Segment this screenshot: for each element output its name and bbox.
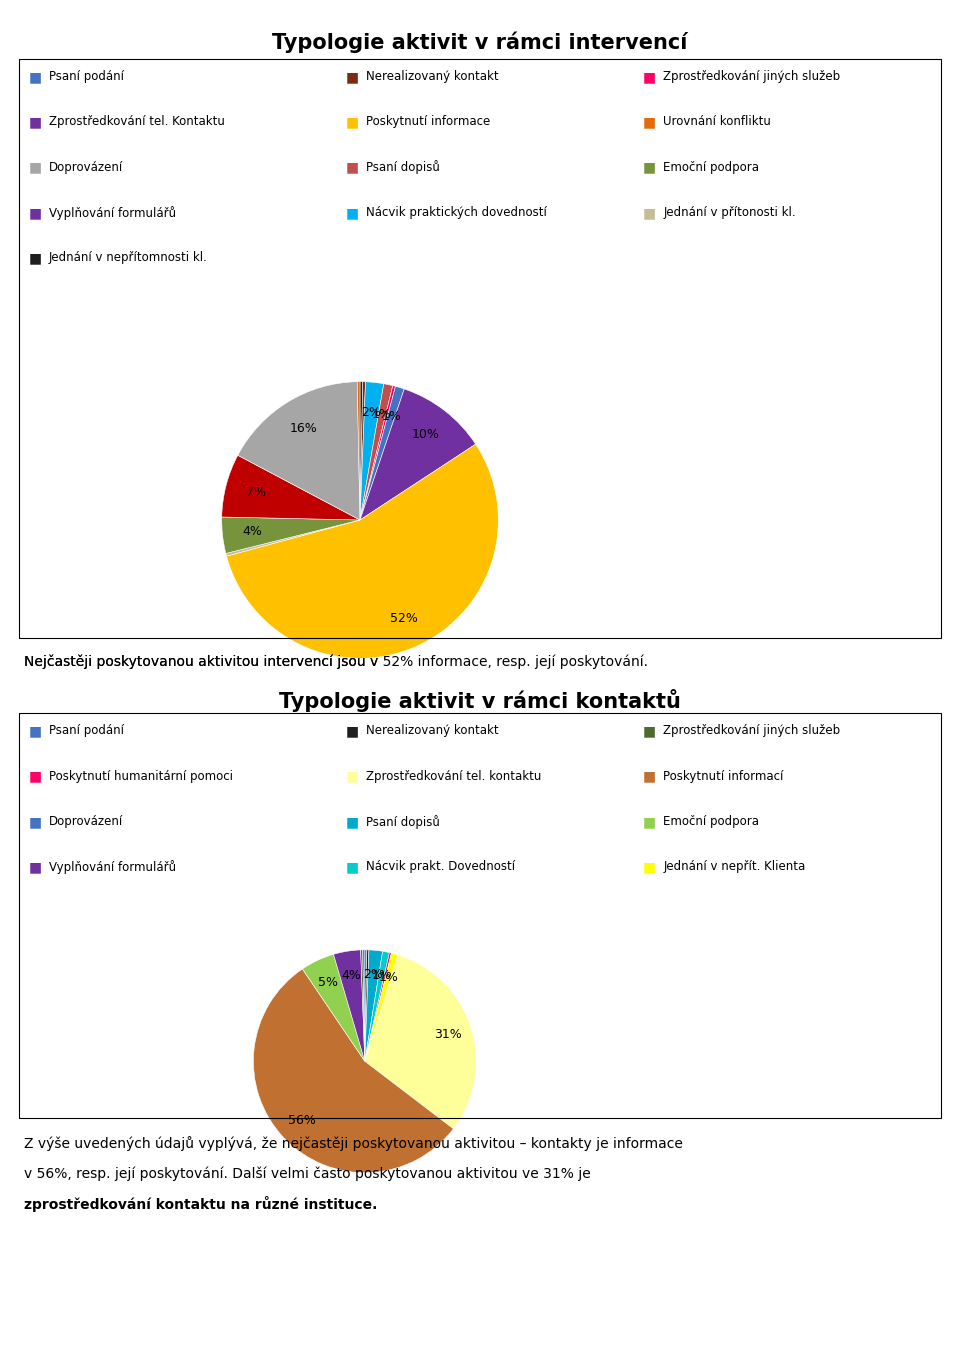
Text: Nejčastěji poskytovanou aktivitou intervencí jsou v 52% informace, resp. její po: Nejčastěji poskytovanou aktivitou interv… — [24, 654, 648, 670]
Text: Jednání v nepřít. Klienta: Jednání v nepřít. Klienta — [663, 860, 805, 873]
Text: ■: ■ — [643, 206, 657, 220]
Text: Nejčastěji poskytovanou aktivitou intervencí jsou v: Nejčastěji poskytovanou aktivitou interv… — [24, 654, 383, 670]
Wedge shape — [365, 949, 369, 1062]
Text: 16%: 16% — [290, 421, 318, 435]
Wedge shape — [333, 949, 365, 1062]
Text: ■: ■ — [346, 724, 359, 738]
Wedge shape — [360, 384, 393, 520]
Text: 10%: 10% — [412, 428, 440, 442]
Text: ■: ■ — [29, 251, 42, 265]
Text: ■: ■ — [643, 860, 657, 874]
Text: ■: ■ — [29, 115, 42, 129]
Text: ■: ■ — [346, 206, 359, 220]
Text: Emoční podpora: Emoční podpora — [663, 815, 759, 827]
Text: Zprostředkování jiných služeb: Zprostředkování jiných služeb — [663, 70, 841, 82]
Wedge shape — [360, 387, 404, 520]
Text: 1%: 1% — [378, 971, 398, 984]
Text: Poskytnutí informací: Poskytnutí informací — [663, 770, 783, 782]
Wedge shape — [253, 969, 453, 1173]
Wedge shape — [222, 517, 360, 553]
Wedge shape — [360, 390, 475, 520]
Text: ■: ■ — [346, 860, 359, 874]
Text: v 56%, resp. její poskytování. Další velmi často poskytovanou aktivitou ve 31% j: v 56%, resp. její poskytování. Další vel… — [24, 1166, 590, 1181]
Text: Jednání v přítonosti kl.: Jednání v přítonosti kl. — [663, 206, 796, 218]
Wedge shape — [360, 386, 396, 520]
Text: Urovnání konfliktu: Urovnání konfliktu — [663, 115, 771, 128]
Text: 1%: 1% — [381, 410, 401, 423]
Text: Psaní dopisů: Psaní dopisů — [366, 161, 440, 174]
Wedge shape — [227, 445, 498, 659]
Wedge shape — [365, 954, 398, 1062]
Wedge shape — [238, 381, 360, 520]
Text: Nácvik praktických dovedností: Nácvik praktických dovedností — [366, 206, 546, 218]
Text: ■: ■ — [29, 161, 42, 174]
Text: Emoční podpora: Emoční podpora — [663, 161, 759, 173]
Wedge shape — [363, 949, 365, 1062]
Text: Doprovázení: Doprovázení — [49, 161, 123, 173]
Wedge shape — [360, 381, 366, 520]
Wedge shape — [357, 381, 360, 520]
Text: Poskytnutí humanitární pomoci: Poskytnutí humanitární pomoci — [49, 770, 233, 782]
Wedge shape — [361, 949, 365, 1062]
Wedge shape — [365, 949, 383, 1062]
Text: Doprovázení: Doprovázení — [49, 815, 123, 827]
Text: Jednání v nepřítomnosti kl.: Jednání v nepřítomnosti kl. — [49, 251, 207, 263]
Text: Psaní dopisů: Psaní dopisů — [366, 815, 440, 829]
Text: Typologie aktivit v rámci kontaktů: Typologie aktivit v rámci kontaktů — [279, 689, 681, 712]
Text: 2%: 2% — [364, 969, 383, 981]
Text: ■: ■ — [643, 115, 657, 129]
Text: Vyplňování formulářů: Vyplňování formulářů — [49, 860, 176, 874]
Wedge shape — [360, 381, 363, 520]
Text: ■: ■ — [346, 115, 359, 129]
Text: Nerealizovaný kontakt: Nerealizovaný kontakt — [366, 724, 498, 737]
Text: ■: ■ — [643, 815, 657, 829]
Text: Psaní podání: Psaní podání — [49, 724, 124, 737]
Wedge shape — [365, 955, 476, 1129]
Text: ■: ■ — [643, 70, 657, 84]
Text: ■: ■ — [346, 161, 359, 174]
Wedge shape — [365, 949, 367, 1062]
Text: ■: ■ — [346, 770, 359, 783]
Text: Vyplňování formulářů: Vyplňování formulářů — [49, 206, 176, 220]
Wedge shape — [226, 520, 360, 556]
Text: Typologie aktivit v rámci intervencí: Typologie aktivit v rámci intervencí — [273, 32, 687, 54]
Text: 2%: 2% — [362, 406, 381, 420]
Text: Poskytnutí informace: Poskytnutí informace — [366, 115, 490, 128]
Text: 4%: 4% — [341, 969, 361, 982]
Text: 56%: 56% — [288, 1114, 316, 1128]
Text: Nácvik prakt. Dovedností: Nácvik prakt. Dovedností — [366, 860, 515, 873]
Text: Zprostředkování jiných služeb: Zprostředkování jiných služeb — [663, 724, 841, 737]
Wedge shape — [365, 952, 392, 1062]
Wedge shape — [222, 456, 360, 520]
Text: Nerealizovaný kontakt: Nerealizovaný kontakt — [366, 70, 498, 82]
Text: ■: ■ — [29, 770, 42, 783]
Text: Z výše uvedených údajů vyplývá, že nejčastěji poskytovanou aktivitou – kontakty : Z výše uvedených údajů vyplývá, že nejča… — [24, 1136, 683, 1151]
Text: ■: ■ — [29, 815, 42, 829]
Text: Psaní podání: Psaní podání — [49, 70, 124, 82]
Text: ■: ■ — [29, 70, 42, 84]
Wedge shape — [302, 955, 365, 1062]
Text: 1%: 1% — [372, 407, 392, 421]
Text: 7%: 7% — [246, 486, 266, 499]
Text: Zprostředkování tel. Kontaktu: Zprostředkování tel. Kontaktu — [49, 115, 225, 128]
Text: ■: ■ — [643, 161, 657, 174]
Text: 4%: 4% — [243, 525, 263, 538]
Text: 5%: 5% — [318, 975, 338, 989]
Text: ■: ■ — [29, 860, 42, 874]
Wedge shape — [365, 951, 390, 1062]
Text: ■: ■ — [643, 770, 657, 783]
Text: 52%: 52% — [391, 612, 419, 624]
Text: ■: ■ — [346, 70, 359, 84]
Text: Zprostředkování tel. kontaktu: Zprostředkování tel. kontaktu — [366, 770, 541, 782]
Text: ■: ■ — [643, 724, 657, 738]
Text: zprostředkování kontaktu na různé instituce.: zprostředkování kontaktu na různé instit… — [24, 1196, 377, 1213]
Text: ■: ■ — [346, 815, 359, 829]
Text: ■: ■ — [29, 724, 42, 738]
Wedge shape — [360, 381, 384, 520]
Text: ■: ■ — [29, 206, 42, 220]
Text: 1%: 1% — [372, 970, 392, 982]
Text: 31%: 31% — [434, 1029, 462, 1041]
